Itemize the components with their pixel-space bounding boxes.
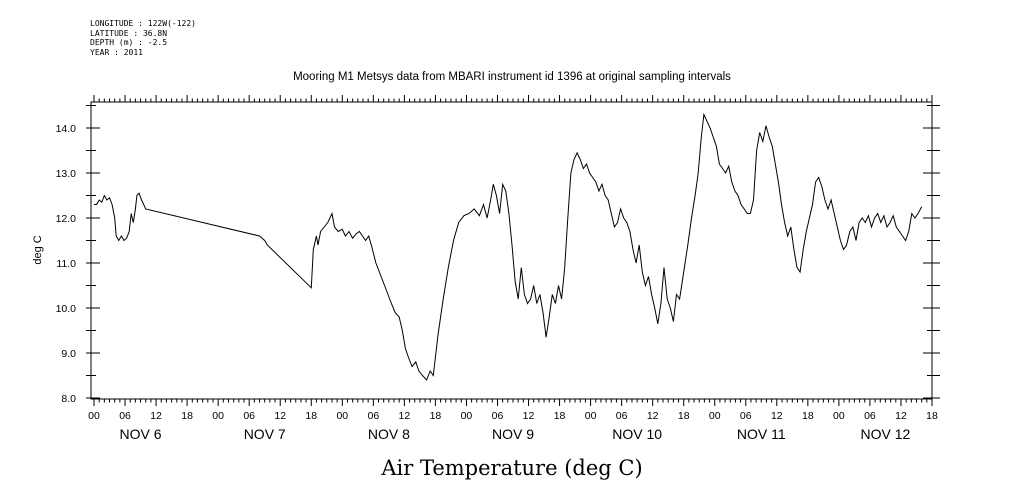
x-tick-label: 00 bbox=[88, 410, 100, 422]
x-tick-label: 06 bbox=[740, 410, 752, 422]
x-tick-label: 00 bbox=[585, 410, 597, 422]
x-day-label: NOV 9 bbox=[492, 426, 534, 442]
x-day-label: NOV 6 bbox=[120, 426, 162, 442]
y-tick-label: 13.0 bbox=[56, 168, 77, 180]
x-tick-label: 00 bbox=[212, 410, 224, 422]
x-day-label: NOV 8 bbox=[368, 426, 410, 442]
y-axis-label: deg C bbox=[32, 235, 44, 264]
x-tick-label: 12 bbox=[771, 410, 783, 422]
x-tick-label: 18 bbox=[554, 410, 566, 422]
longitude-text: LONGITUDE : 122W(-122) bbox=[90, 19, 196, 28]
depth-text: DEPTH (m) : -2.5 bbox=[90, 38, 168, 47]
x-axis-label: Air Temperature (deg C) bbox=[380, 456, 642, 480]
x-tick-label: 12 bbox=[647, 410, 659, 422]
x-day-label: NOV 7 bbox=[244, 426, 286, 442]
x-tick-label: 18 bbox=[678, 410, 690, 422]
x-tick-label: 00 bbox=[709, 410, 721, 422]
x-tick-label: 00 bbox=[833, 410, 845, 422]
y-tick-label: 9.0 bbox=[61, 348, 76, 360]
x-tick-label: 06 bbox=[864, 410, 876, 422]
x-tick-label: 12 bbox=[399, 410, 411, 422]
year-text: YEAR : 2011 bbox=[90, 47, 143, 57]
x-tick-label: 12 bbox=[150, 410, 162, 422]
plot-frame bbox=[90, 101, 933, 400]
y-tick-label: 10.0 bbox=[56, 303, 77, 315]
latitude-text: LATITUDE : 36.8N bbox=[90, 28, 168, 38]
x-day-label: NOV 11 bbox=[737, 426, 786, 442]
y-tick-label: 12.0 bbox=[56, 213, 77, 225]
x-tick-label: 18 bbox=[181, 410, 193, 422]
day-label-group: NOV 6 NOV 7 NOV 8 NOV 9 NOV 10 NOV 11 NOV 12 bbox=[120, 426, 911, 442]
air-temperature-line bbox=[94, 112, 923, 381]
y-tick-label: 14.0 bbox=[56, 123, 77, 135]
y-tick-label-group: 8.0 9.0 10.0 11.0 12.0 13.0 14.0 bbox=[56, 123, 77, 405]
chart-title: Mooring M1 Metsys data from MBARI instru… bbox=[293, 71, 731, 83]
x-tick-label: 18 bbox=[430, 410, 442, 422]
tick-group bbox=[86, 95, 940, 406]
x-tick-label: 06 bbox=[119, 410, 131, 422]
y-tick-label: 11.0 bbox=[56, 258, 76, 270]
x-tick-label-group: 00 06 12 18 00 06 12 18 00 06 12 18 00 06 12 18 00 06 12 18… bbox=[88, 410, 938, 422]
x-tick-label: 18 bbox=[802, 410, 814, 422]
x-tick-label: 12 bbox=[523, 410, 535, 422]
metadata-block: LONGITUDE : 122W(-122) LATITUDE : 36.8N … bbox=[90, 19, 196, 57]
x-tick-label: 12 bbox=[895, 410, 907, 422]
y-tick-label: 8.0 bbox=[61, 393, 76, 405]
x-tick-label: 06 bbox=[243, 410, 255, 422]
x-tick-label: 18 bbox=[926, 410, 938, 422]
x-tick-label: 00 bbox=[336, 410, 348, 422]
x-tick-label: 18 bbox=[305, 410, 317, 422]
x-day-label: NOV 10 bbox=[612, 426, 662, 442]
x-tick-label: 06 bbox=[492, 410, 504, 422]
x-day-label: NOV 12 bbox=[861, 426, 911, 442]
x-tick-label: 00 bbox=[461, 410, 473, 422]
x-tick-label: 12 bbox=[274, 410, 286, 422]
x-tick-label: 06 bbox=[367, 410, 379, 422]
x-tick-label: 06 bbox=[616, 410, 628, 422]
